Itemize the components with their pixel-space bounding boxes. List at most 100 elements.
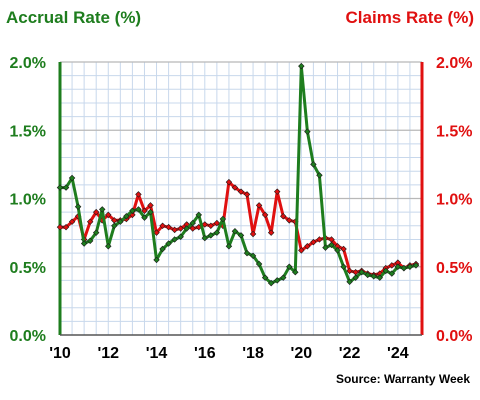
left-y-tick-label: 2.0% [10, 55, 46, 72]
accrual-point [304, 128, 311, 135]
claims-point [286, 217, 293, 224]
accrual-point [111, 222, 118, 230]
accrual-point [74, 203, 82, 210]
claims-point [86, 218, 94, 225]
left-y-tick-labels: 2.0% 1.5% 1.0% 0.5% 0.0% [10, 55, 46, 345]
claims-point [225, 178, 233, 186]
claims-point [92, 208, 100, 216]
accrual-point [370, 273, 377, 280]
accrual-point [243, 249, 251, 257]
accrual-point [292, 268, 299, 276]
accrual-point [195, 211, 202, 219]
claims-point [267, 229, 275, 236]
claims-point [159, 222, 166, 230]
accrual-point [388, 270, 396, 277]
claims-series [56, 178, 420, 279]
accrual-point [267, 279, 275, 287]
claims-point [304, 243, 311, 250]
accrual-point [249, 252, 257, 260]
accrual-point [105, 243, 112, 250]
claims-point [261, 211, 269, 219]
claims-point [243, 191, 251, 198]
accrual-point [400, 264, 408, 272]
claims-point [171, 226, 178, 234]
claims-point [56, 223, 64, 231]
right-axis-title: Claims Rate (%) [345, 8, 474, 27]
claims-point [231, 184, 239, 191]
accrual-point [358, 268, 365, 276]
accrual-point [171, 236, 178, 243]
claims-point [147, 202, 154, 209]
accrual-point [364, 271, 371, 279]
accrual-point [352, 274, 359, 281]
accrual-point [141, 214, 148, 221]
right-y-tick-label: 1.0% [436, 192, 472, 209]
series-layer [56, 62, 420, 287]
accrual-point [340, 263, 347, 270]
accrual-point [412, 262, 420, 269]
accrual-point [286, 263, 293, 270]
right-y-tick-label: 2.0% [436, 55, 472, 72]
claims-point [249, 230, 257, 238]
accrual-point [280, 274, 287, 281]
x-tick-label: '22 [339, 345, 361, 362]
accrual-point [328, 241, 335, 249]
accrual-point [382, 267, 390, 275]
accrual-point [80, 240, 88, 247]
claims-point [141, 207, 148, 215]
accrual-point [177, 233, 184, 240]
axes [58, 62, 424, 336]
accrual-point [183, 225, 190, 232]
source-note: Source: Warranty Week [335, 372, 470, 386]
accrual-line [60, 64, 417, 285]
accrual-point [62, 184, 70, 191]
claims-point [201, 221, 209, 228]
accrual-point [147, 208, 154, 216]
left-y-tick-label: 1.5% [10, 123, 46, 140]
accrual-point [129, 207, 136, 215]
accrual-point [189, 219, 196, 227]
x-tick-labels: '10 '12 '14 '16 '18 '20 '22 '24 [49, 345, 409, 362]
claims-point [316, 236, 323, 243]
claims-point [310, 238, 317, 246]
accrual-point [219, 215, 227, 223]
accrual-point [334, 247, 341, 254]
claims-point [340, 245, 347, 253]
claims-point [280, 213, 287, 220]
claims-point [213, 219, 221, 227]
accrual-point [153, 256, 160, 264]
accrual-point [231, 228, 239, 235]
x-tick-label: '20 [291, 345, 313, 362]
x-tick-label: '10 [49, 345, 71, 362]
accrual-point [310, 161, 317, 168]
accrual-point [165, 240, 172, 247]
accrual-point [237, 232, 245, 239]
accrual-point [159, 245, 166, 253]
claims-point [298, 247, 305, 254]
claims-point [135, 191, 142, 198]
right-y-tick-label: 1.5% [436, 123, 472, 140]
accrual-point [322, 244, 329, 251]
claims-point [105, 211, 112, 219]
left-y-tick-label: 0.5% [10, 260, 46, 277]
accrual-point [213, 229, 221, 236]
right-y-tick-labels: 2.0% 1.5% 1.0% 0.5% 0.0% [436, 55, 472, 345]
left-y-tick-label: 0.0% [10, 328, 46, 345]
accrual-point [376, 274, 383, 281]
left-y-tick-label: 1.0% [10, 192, 46, 209]
accrual-point [406, 263, 414, 270]
accrual-point [123, 213, 130, 220]
x-tick-label: '14 [146, 345, 168, 362]
right-y-tick-label: 0.5% [436, 260, 472, 277]
claims-point [62, 223, 70, 231]
claims-point [177, 225, 184, 232]
accrual-point [201, 234, 209, 242]
accrual-point [394, 263, 402, 270]
x-tick-label: '24 [387, 345, 409, 362]
accrual-point [273, 277, 281, 284]
accrual-series [56, 62, 420, 287]
accrual-point [261, 274, 269, 281]
accrual-point [99, 206, 106, 213]
accrual-point [86, 237, 94, 245]
